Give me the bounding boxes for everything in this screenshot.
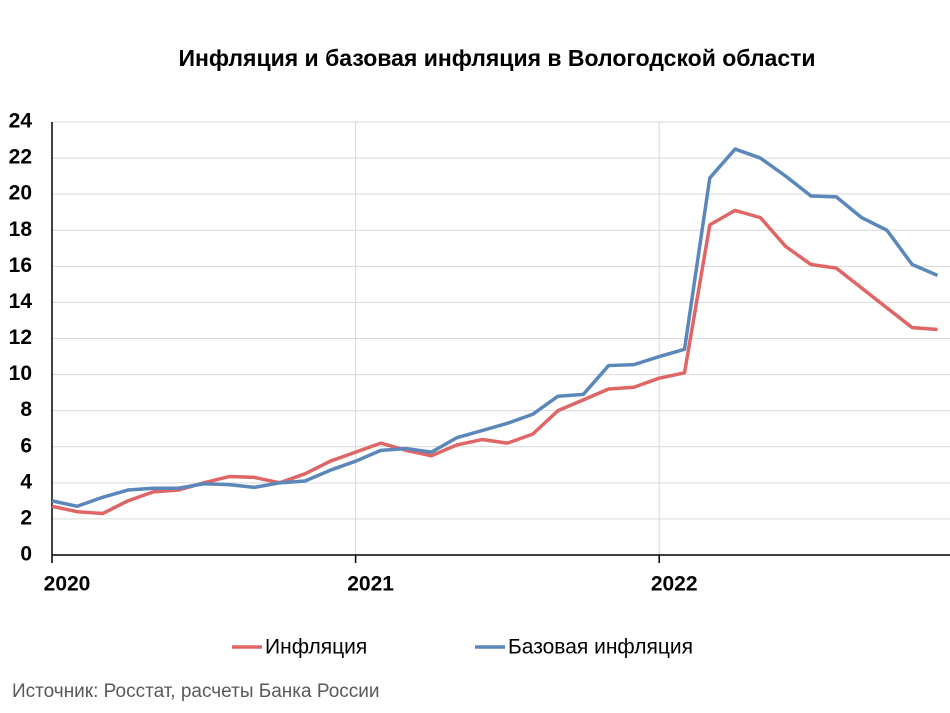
chart-title: Инфляция и базовая инфляция в Вологодско…: [178, 45, 815, 71]
y-tick-label: 4: [20, 470, 32, 493]
y-tick-label: 12: [9, 326, 32, 349]
y-tick-label: 14: [9, 290, 33, 313]
y-tick-label: 16: [9, 254, 32, 277]
y-tick-label: 18: [9, 218, 33, 241]
y-tick-label: 10: [9, 362, 32, 385]
legend-label: Инфляция: [265, 636, 367, 659]
data-line: [51, 208, 938, 516]
x-tick-label: 2020: [44, 573, 91, 596]
x-tick-label: 2022: [651, 573, 698, 596]
y-tick-label: 24: [9, 110, 33, 133]
legend-label: Базовая инфляция: [508, 636, 693, 659]
y-tick-label: 20: [9, 182, 32, 205]
y-tick-label: 22: [9, 146, 32, 169]
y-tick-label: 8: [20, 398, 32, 421]
y-tick-label: 0: [20, 543, 32, 566]
source-note: Источник: Росстат, расчеты Банка России: [12, 681, 380, 702]
y-tick-label: 2: [20, 506, 32, 529]
y-tick-label: 6: [20, 434, 32, 457]
data-line: [51, 147, 939, 509]
x-tick-label: 2021: [347, 573, 394, 596]
